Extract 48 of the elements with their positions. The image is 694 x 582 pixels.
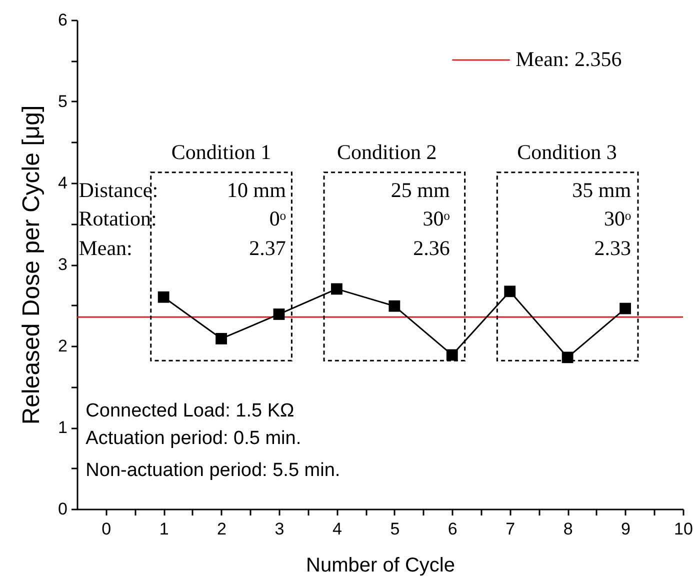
annotation: Connected Load: 1.5 KΩ <box>86 400 294 422</box>
x-tick-label: 10 <box>674 520 693 538</box>
x-tick-label: 3 <box>274 520 284 538</box>
point <box>446 349 458 361</box>
x-tick-label: 6 <box>448 520 458 538</box>
annotation: Actuation period: 0.5 min. <box>86 428 302 450</box>
annotation: 2.37 <box>249 236 286 260</box>
x-tick-label: 4 <box>332 520 342 538</box>
point <box>273 308 285 320</box>
y-axis-title: Released Dose per Cycle [μg] <box>18 105 46 425</box>
x-tick-label: 5 <box>390 520 400 538</box>
annotation: Rotation: <box>78 206 157 231</box>
annotation: Condition 1 <box>171 140 272 164</box>
y-tick-label: 5 <box>58 92 68 111</box>
y-tick-label: 6 <box>58 10 68 30</box>
annotation: 0ᵒ <box>269 206 286 231</box>
point <box>504 286 516 298</box>
point <box>620 302 631 314</box>
annotation: 2.36 <box>413 236 450 260</box>
legend-label: Mean: 2.356 <box>516 46 622 71</box>
y-tick-label: 2 <box>58 336 68 356</box>
x-tick-label: 1 <box>159 520 169 538</box>
x-tick-label: 7 <box>506 520 516 538</box>
annotation: Condition 3 <box>517 140 617 164</box>
annotation: Condition 2 <box>337 140 437 164</box>
point <box>562 352 574 364</box>
annotation: 2.33 <box>594 236 632 260</box>
x-axis-title: Number of Cycle <box>306 554 455 576</box>
annotation: Mean: <box>78 236 132 260</box>
annotation: Non-actuation period: 5.5 min. <box>86 460 340 481</box>
point <box>158 291 170 303</box>
annotation: 10 mm <box>227 178 286 202</box>
x-tick-label: 2 <box>217 520 227 538</box>
annotation: 30ᵒ <box>604 206 632 231</box>
point <box>216 332 227 344</box>
point <box>388 300 400 312</box>
y-tick-label: 0 <box>58 500 68 518</box>
x-tick-label: 9 <box>621 520 631 538</box>
x-tick-label: 8 <box>563 520 573 538</box>
annotation: 30ᵒ <box>422 206 450 231</box>
x-tick-label: 0 <box>102 520 112 538</box>
y-tick-label: 4 <box>58 174 68 192</box>
point <box>331 283 342 295</box>
y-tick-label: 3 <box>58 255 68 274</box>
annotation: 25 mm <box>390 178 450 202</box>
y-tick-label: 1 <box>58 418 68 437</box>
annotation: 35 mm <box>572 178 632 202</box>
annotation: Distance: <box>78 178 158 202</box>
